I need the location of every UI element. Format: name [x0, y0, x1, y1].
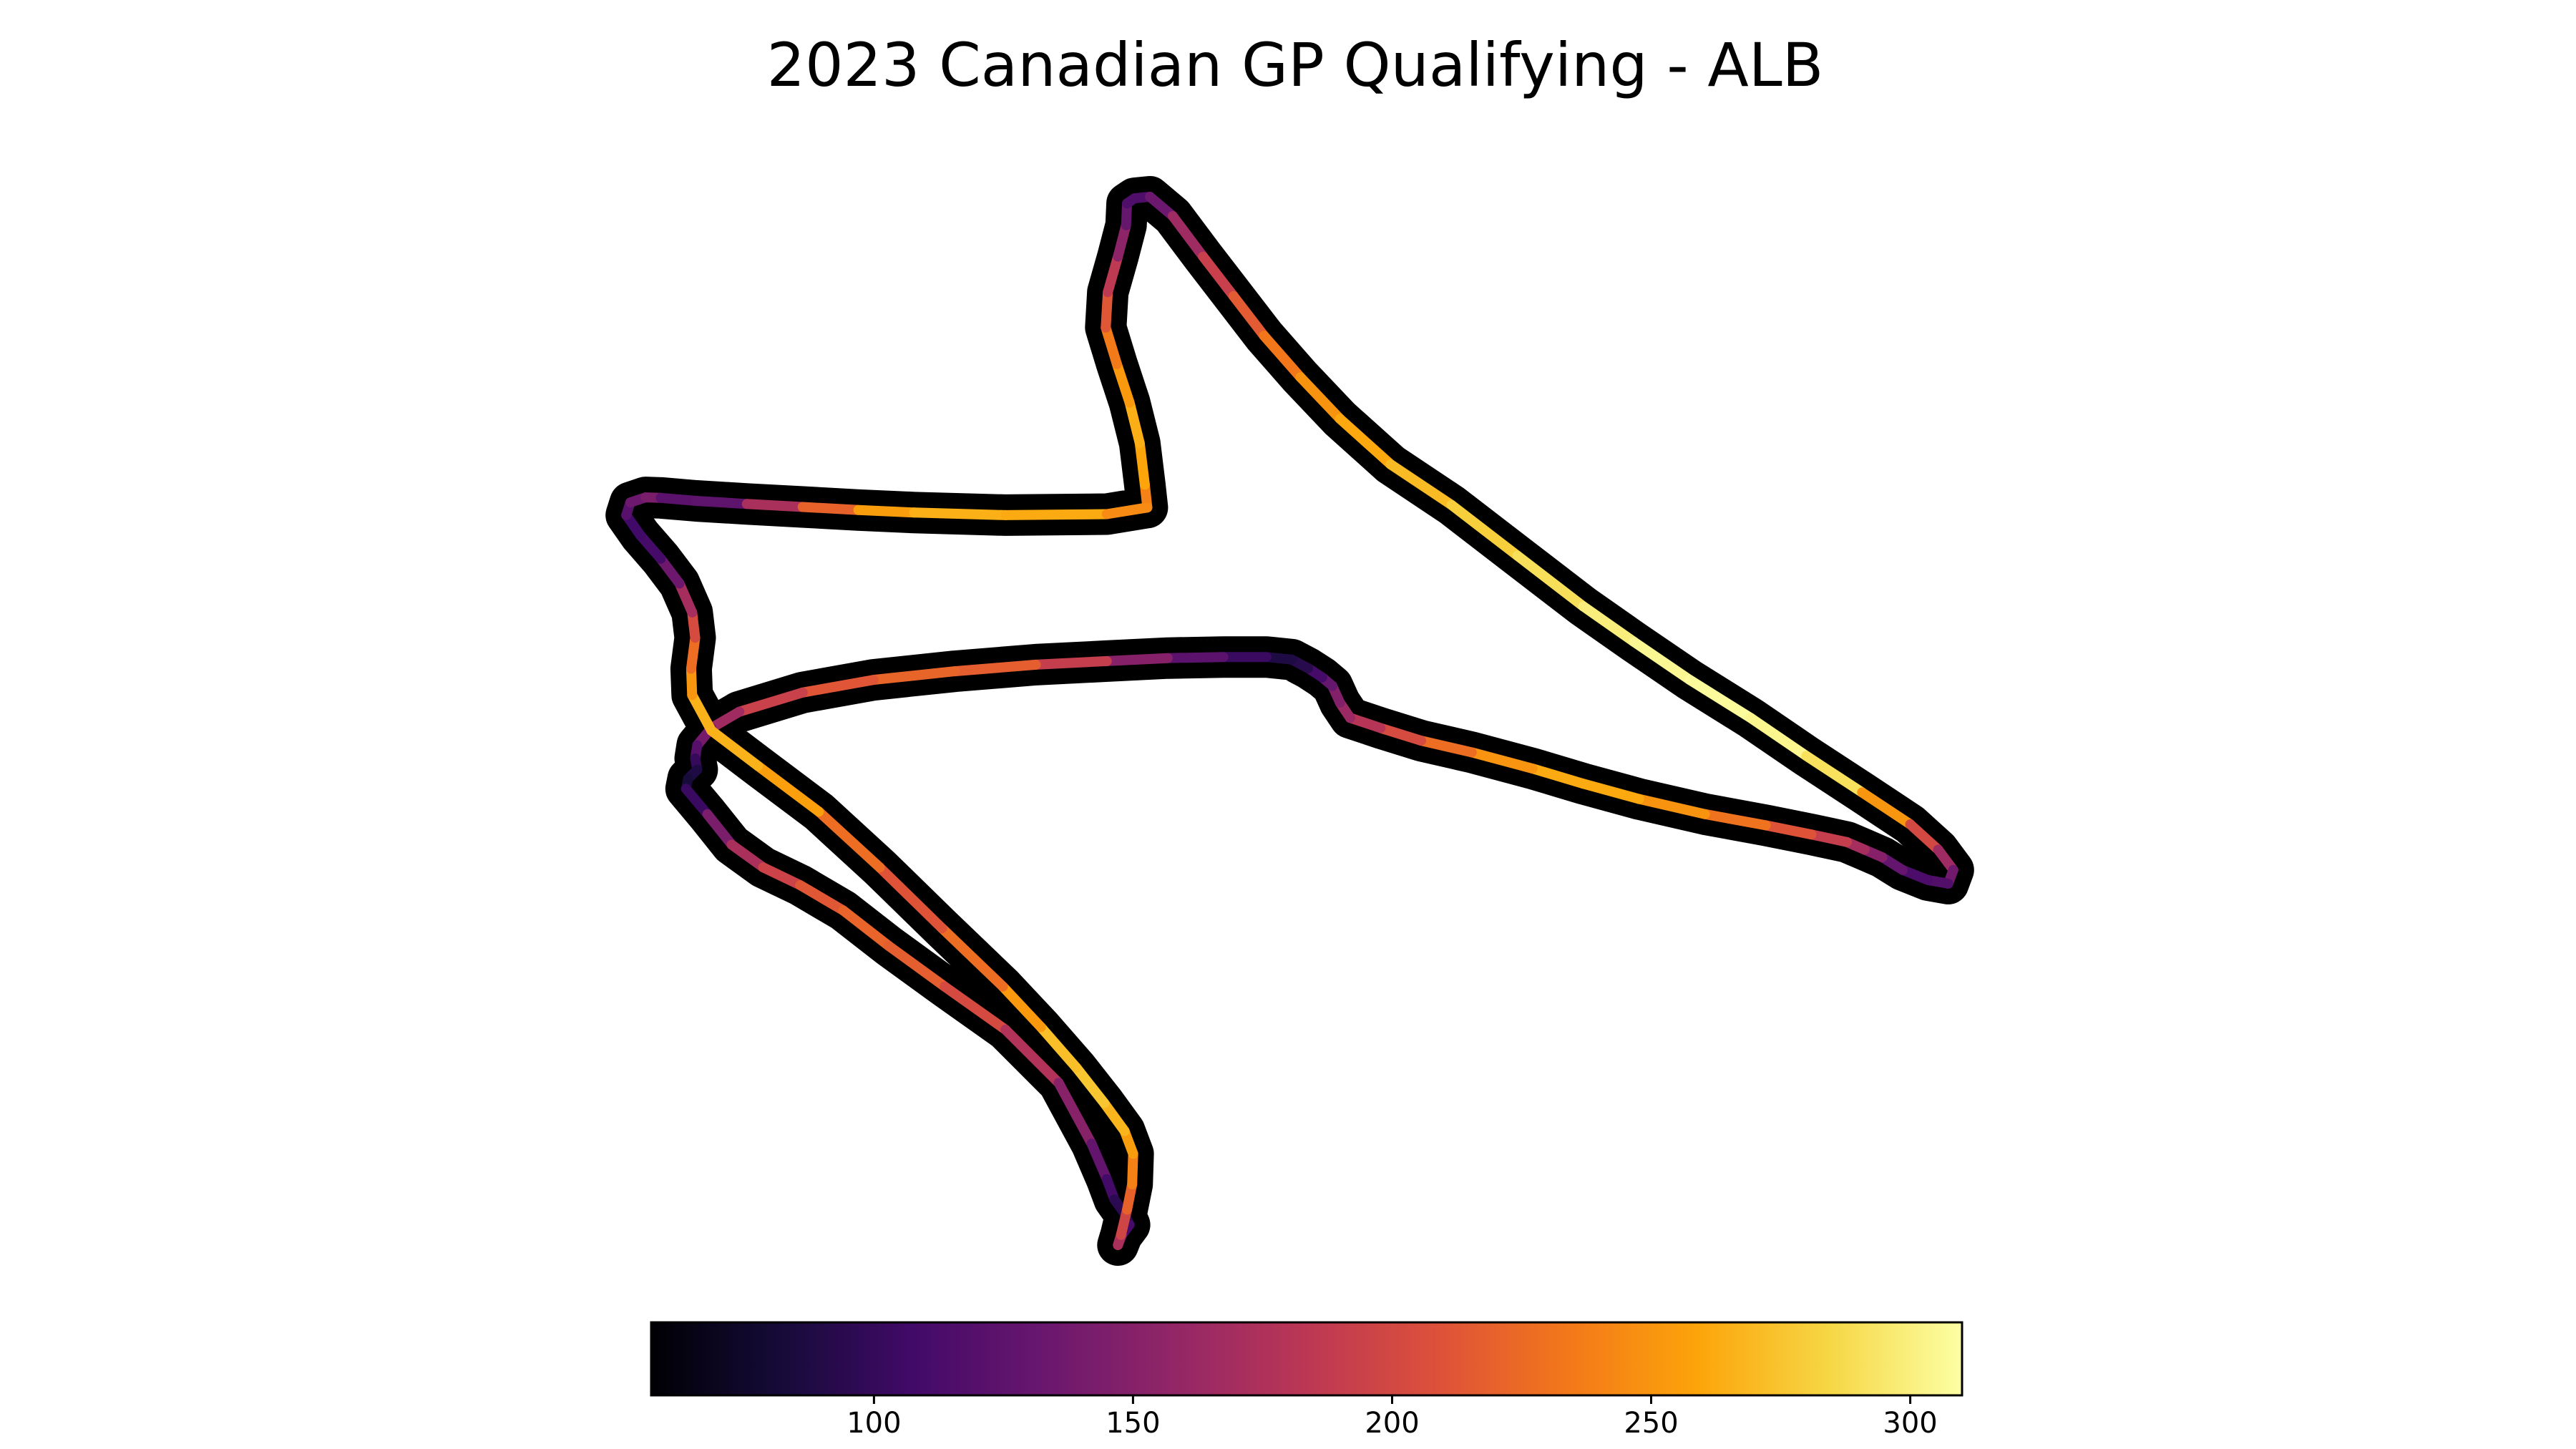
track-speed-segments: [621, 192, 1958, 1250]
track-speed-segment: [1446, 499, 1523, 561]
track-speed-segment: [1905, 819, 1943, 855]
track-speed-segment: [691, 496, 752, 509]
colorbar: [650, 1321, 1963, 1397]
track-speed-segment: [1385, 459, 1457, 510]
track-speed-segment: [1228, 291, 1269, 341]
track-speed-segment: [797, 502, 864, 515]
track-speed-segment: [1103, 251, 1123, 298]
track-speed-segment: [1578, 779, 1644, 804]
track-speed-segment: [1101, 287, 1113, 333]
track-speed-segment: [1000, 509, 1112, 520]
track-speed-segment: [1198, 251, 1239, 301]
track-speed-segment: [795, 880, 849, 916]
track-speed-segment: [702, 809, 737, 850]
track-speed-segment: [680, 784, 713, 819]
track-speed-segment: [726, 839, 769, 873]
track-speed-segment: [1578, 601, 1639, 647]
track-speed-segment: [1134, 438, 1150, 490]
track-speed-segment: [940, 981, 1011, 1035]
track-speed-segment: [1030, 655, 1112, 670]
track-speed-segment: [868, 666, 960, 686]
track-speed-segment: [1111, 358, 1135, 408]
colorbar-tick-label: 100: [847, 1407, 901, 1440]
track-speed-segment: [1259, 331, 1306, 383]
track-speed-segment: [1335, 414, 1396, 469]
track-speed-segment: [1345, 713, 1386, 733]
track-speed-segment: [1101, 653, 1173, 666]
track-speed-segment: [1071, 1063, 1110, 1108]
colorbar-tick-label: 250: [1624, 1407, 1678, 1440]
track-speed-segment: [674, 578, 698, 618]
track-speed-segment: [937, 923, 1008, 992]
track-speed-segment: [797, 675, 879, 698]
track-speed-segment: [753, 761, 824, 817]
track-speed-segment: [1527, 763, 1589, 789]
track-speed-segment: [1699, 809, 1771, 831]
track-speed-segment: [1806, 829, 1852, 847]
chart-title: 2023 Canadian GP Qualifying - ALB: [767, 30, 1824, 100]
colorbar-tick-label: 200: [1365, 1407, 1419, 1440]
track-speed-segment: [1099, 1098, 1130, 1136]
colorbar-tick-label: 150: [1106, 1407, 1160, 1440]
track-speed-segment: [1745, 713, 1812, 761]
track-speed-segment: [814, 806, 885, 873]
track-speed-segment: [758, 862, 806, 890]
track-speed-segment: [655, 553, 685, 589]
track-speed-segment: [1416, 736, 1477, 758]
track-speed-segment: [1629, 637, 1695, 686]
track-speed-segment: [1375, 723, 1426, 746]
track-speed-segment: [1466, 747, 1538, 774]
track-speed-segment: [838, 905, 894, 951]
track-speed-segment: [853, 504, 919, 518]
track-speed-segment: [734, 687, 808, 717]
track-speed-segment: [997, 981, 1046, 1033]
track-speed-segment: [706, 706, 745, 733]
track-speed-segment: [1113, 220, 1131, 262]
colorbar-tick-label: 300: [1883, 1407, 1937, 1440]
track-speed-segment: [1167, 210, 1209, 262]
track-speed-segment: [1127, 1148, 1138, 1189]
track-speed-segment: [635, 530, 666, 564]
track-speed-segment: [1000, 1024, 1064, 1088]
track-speed-segment: [1035, 1022, 1082, 1073]
track-speed-segment: [1684, 675, 1756, 723]
track-speed-segment: [741, 499, 808, 512]
track-speed-segment: [884, 941, 950, 992]
track-speed-segment: [687, 690, 717, 736]
track-speed-segment: [655, 492, 701, 506]
track-speed-segment: [1101, 502, 1153, 519]
track-speed-segment: [1760, 820, 1817, 840]
track-speed-segment: [1634, 794, 1710, 819]
track-speed-segment: [686, 633, 701, 674]
track-speed-segment: [1512, 550, 1589, 612]
track-speed-segment: [1053, 1078, 1097, 1149]
track-speed-segment: [1086, 1138, 1112, 1184]
track-speed-segment: [1857, 787, 1916, 829]
track-speed-segment: [1801, 751, 1868, 798]
track-speed-segment: [1162, 652, 1229, 663]
track-speed-segment: [1295, 372, 1345, 424]
track-speed-segment: [1101, 322, 1122, 369]
track-speed-segment: [1124, 397, 1145, 449]
track-speed-segment: [874, 862, 947, 934]
track-speed-segment: [909, 507, 1011, 520]
track-speed-segment: [950, 659, 1041, 677]
colorbar-ticks: 100 150 200 250 300: [847, 1395, 1938, 1440]
track-speed-segment: [706, 726, 763, 771]
